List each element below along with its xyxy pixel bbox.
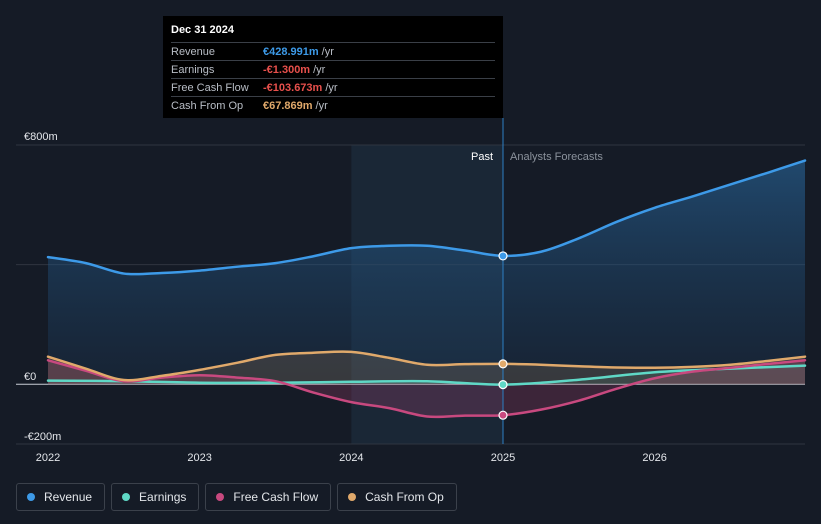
tooltip: Dec 31 2024 Revenue €428.991m /yr Earnin… (163, 16, 503, 118)
tooltip-row-cash-from-op: Cash From Op €67.869m /yr (171, 96, 495, 114)
x-tick-label: 2026 (642, 452, 666, 464)
tooltip-unit: /yr (313, 63, 326, 76)
legend-item-revenue[interactable]: Revenue (16, 483, 106, 511)
tooltip-label: Free Cash Flow (171, 81, 249, 94)
cash-from-op-dot-icon (348, 493, 357, 501)
tooltip-date: Dec 31 2024 (171, 24, 234, 36)
series-area-earnings (48, 365, 805, 385)
series-area-revenue (48, 160, 805, 385)
tooltip-value: €428.991m (263, 45, 319, 58)
free-cash-flow-dot-icon (216, 493, 225, 501)
series-line-cash-from-op[interactable] (46, 350, 807, 382)
x-tick-label: 2024 (339, 452, 363, 464)
tooltip-unit: /yr (315, 99, 328, 112)
tooltip-row-earnings: Earnings -€1.300m /yr (171, 60, 495, 78)
legend-item-free-cash-flow[interactable]: Free Cash Flow (205, 483, 332, 511)
tooltip-unit: /yr (325, 81, 338, 94)
tooltip-label: Earnings (171, 63, 215, 76)
tooltip-value: €67.869m (263, 99, 313, 112)
series-line-revenue[interactable] (46, 159, 807, 276)
legend-label: Revenue (44, 490, 93, 504)
revenue-dot-icon (27, 493, 35, 501)
earnings-dot-icon (122, 493, 131, 501)
legend-item-earnings[interactable]: Earnings (111, 483, 200, 511)
legend-label: Earnings (139, 490, 187, 504)
tooltip-label: Cash From Op (171, 99, 244, 112)
y-tick-label: €800m (24, 131, 58, 143)
marker-earnings[interactable] (498, 379, 508, 390)
legend-label: Free Cash Flow (233, 490, 319, 504)
y-tick-label: -€200m (24, 431, 61, 443)
series-line-free-cash-flow[interactable] (46, 359, 807, 419)
marker-cash-from-op[interactable] (498, 359, 508, 369)
x-tick-label: 2023 (187, 452, 211, 464)
legend-label: Cash From Op (365, 490, 444, 504)
tooltip-unit: /yr (321, 45, 334, 58)
legend: Revenue Earnings Free Cash Flow Cash Fro… (16, 483, 457, 511)
marker-revenue[interactable] (498, 251, 508, 261)
legend-item-cash-from-op[interactable]: Cash From Op (337, 483, 457, 511)
marker-free-cash-flow[interactable] (498, 410, 508, 420)
series-line-earnings[interactable] (46, 364, 807, 386)
x-tick-label: 2022 (36, 452, 60, 464)
past-label: Past (471, 151, 493, 163)
tooltip-row-revenue: Revenue €428.991m /yr (171, 42, 495, 60)
y-tick-label: €0 (24, 371, 36, 383)
tooltip-value: -€1.300m (263, 63, 311, 76)
tooltip-row-free-cash-flow: Free Cash Flow -€103.673m /yr (171, 78, 495, 96)
tooltip-value: -€103.673m (263, 81, 323, 94)
tooltip-label: Revenue (171, 45, 216, 58)
forecast-label: Analysts Forecasts (510, 151, 603, 163)
series-area-free-cash-flow (48, 360, 805, 417)
x-tick-label: 2025 (491, 452, 515, 464)
